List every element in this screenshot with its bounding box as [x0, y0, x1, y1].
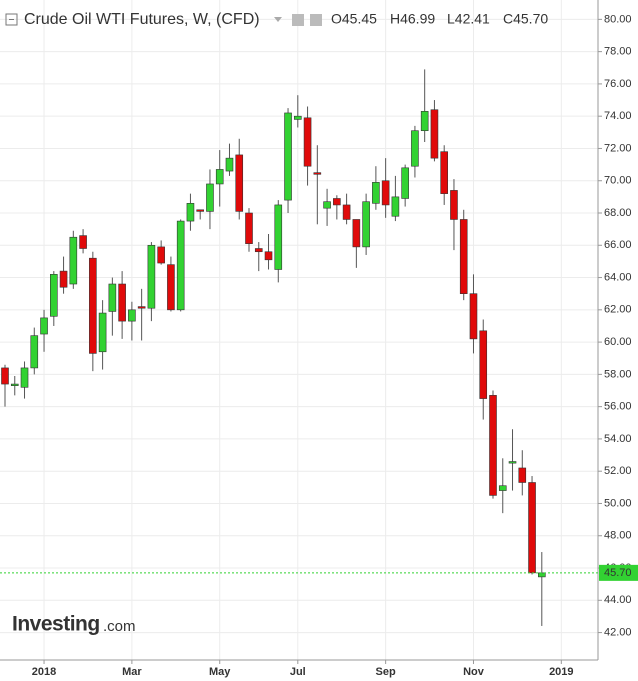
chart-title: Crude Oil WTI Futures, W, (CFD) [24, 11, 260, 28]
candle-body [293, 115, 302, 120]
y-tick-label: 68.00 [604, 207, 632, 219]
x-tick-label: May [209, 666, 231, 678]
y-tick-label: 78.00 [604, 46, 632, 58]
y-tick-label: 50.00 [604, 497, 632, 509]
candle-body [372, 182, 380, 204]
y-tick-label: 60.00 [604, 336, 632, 348]
ohlc-value: O45.45 [331, 11, 377, 27]
candle-body [59, 270, 68, 288]
y-tick-label: 52.00 [604, 465, 632, 477]
x-tick-label: Jul [290, 666, 306, 678]
candle-body [215, 169, 224, 185]
candle-body [381, 180, 390, 206]
x-tick-label: Nov [463, 666, 485, 678]
candle-body [108, 283, 117, 312]
candle-body [128, 309, 136, 322]
collapse-icon[interactable] [5, 13, 18, 26]
candle-body [508, 461, 517, 464]
candle-body [333, 198, 341, 206]
candle-body [264, 251, 273, 261]
ohlc-value: H46.99 [390, 11, 435, 27]
candle-body [176, 220, 185, 311]
candle-body [469, 293, 478, 340]
current-price-tag [599, 564, 638, 581]
candle-body [225, 157, 234, 172]
candle-body [303, 117, 312, 167]
candle-body [30, 335, 39, 369]
y-tick-label: 74.00 [604, 110, 632, 122]
y-tick-label: 72.00 [604, 142, 632, 154]
candle-body [352, 219, 361, 248]
x-tick-label: Sep [376, 666, 396, 678]
y-tick-label: 66.00 [604, 239, 632, 251]
candle-body [98, 312, 107, 353]
candle-body [391, 196, 400, 217]
x-tick-label: Mar [122, 666, 142, 678]
candle-body [430, 109, 439, 159]
candle-body [245, 212, 253, 244]
y-tick-label: 58.00 [604, 368, 632, 380]
y-tick-label: 48.00 [604, 530, 632, 542]
y-tick-label: 76.00 [604, 78, 632, 90]
y-tick-label: 42.00 [604, 626, 632, 638]
compare-icon[interactable] [310, 14, 322, 26]
candle-body [450, 190, 458, 220]
settings-icon[interactable] [292, 14, 304, 26]
candle-body [284, 112, 292, 201]
candle-body [313, 172, 322, 175]
y-tick-label: 64.00 [604, 271, 632, 283]
candle-body [157, 246, 165, 264]
candle-body [49, 274, 58, 317]
current-price-label: 45.70 [604, 567, 632, 579]
candle-body [537, 572, 546, 578]
candle-body [518, 467, 527, 483]
candle-body [235, 154, 244, 212]
candle-body [411, 130, 419, 167]
candle-body [440, 151, 449, 194]
candle-body [489, 395, 497, 496]
candle-body [274, 204, 283, 270]
ohlc-header: O45.45 H46.99 L42.41 C45.70 [331, 11, 548, 27]
y-tick-label: 44.00 [604, 594, 632, 606]
dropdown-icon[interactable] [274, 17, 282, 22]
y-tick-label: 56.00 [604, 401, 632, 413]
candle-body [137, 306, 146, 309]
candle-body [342, 204, 351, 220]
candle-body [20, 367, 29, 388]
candle-body [10, 383, 19, 386]
y-tick-label: 80.00 [604, 13, 632, 25]
candle-body [528, 482, 536, 574]
candle-body [89, 257, 97, 354]
candle-body [1, 367, 9, 385]
candles [1, 69, 546, 626]
candle-body [401, 167, 409, 199]
watermark-suffix: .com [103, 618, 136, 635]
candle-body [420, 111, 429, 132]
candle-body [323, 201, 331, 209]
candle-body [362, 201, 370, 248]
candle-body [206, 183, 214, 212]
candle-body [254, 248, 263, 253]
y-tick-label: 54.00 [604, 433, 632, 445]
candle-body [69, 236, 78, 285]
candle-body [186, 203, 195, 222]
candle-body [167, 264, 175, 311]
x-tick-label: 2018 [32, 666, 56, 678]
candle-body [147, 244, 156, 309]
candle-body [479, 330, 488, 399]
y-tick-label: 62.00 [604, 304, 632, 316]
y-tick-label: 70.00 [604, 175, 632, 187]
ohlc-value: C45.70 [503, 11, 548, 27]
ohlc-value: L42.41 [447, 11, 490, 27]
watermark: Investing [12, 613, 100, 636]
candle-body [40, 317, 48, 335]
candle-body [196, 209, 204, 212]
candle-body [79, 235, 87, 249]
x-tick-label: 2019 [549, 666, 573, 678]
candle-body [498, 485, 507, 491]
candle-body [118, 283, 126, 322]
candle-body [459, 219, 468, 294]
